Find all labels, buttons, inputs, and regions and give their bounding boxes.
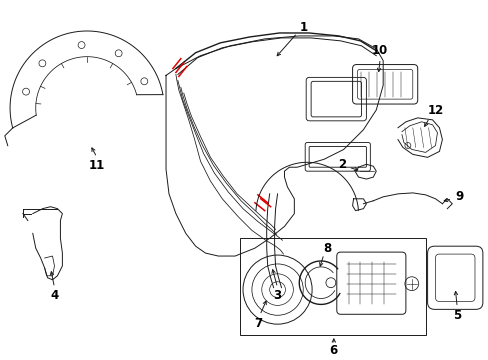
Text: 10: 10 xyxy=(371,44,387,57)
Text: 7: 7 xyxy=(253,317,262,330)
Text: 12: 12 xyxy=(427,104,443,117)
Text: 4: 4 xyxy=(50,289,59,302)
Text: 3: 3 xyxy=(273,289,281,302)
Text: 5: 5 xyxy=(452,309,460,322)
Text: 6: 6 xyxy=(329,344,337,357)
Text: 8: 8 xyxy=(322,242,330,255)
Text: 11: 11 xyxy=(89,159,105,172)
Text: 9: 9 xyxy=(454,190,462,203)
Text: 2: 2 xyxy=(337,158,345,171)
Bar xyxy=(240,238,425,335)
Text: 1: 1 xyxy=(300,21,307,33)
